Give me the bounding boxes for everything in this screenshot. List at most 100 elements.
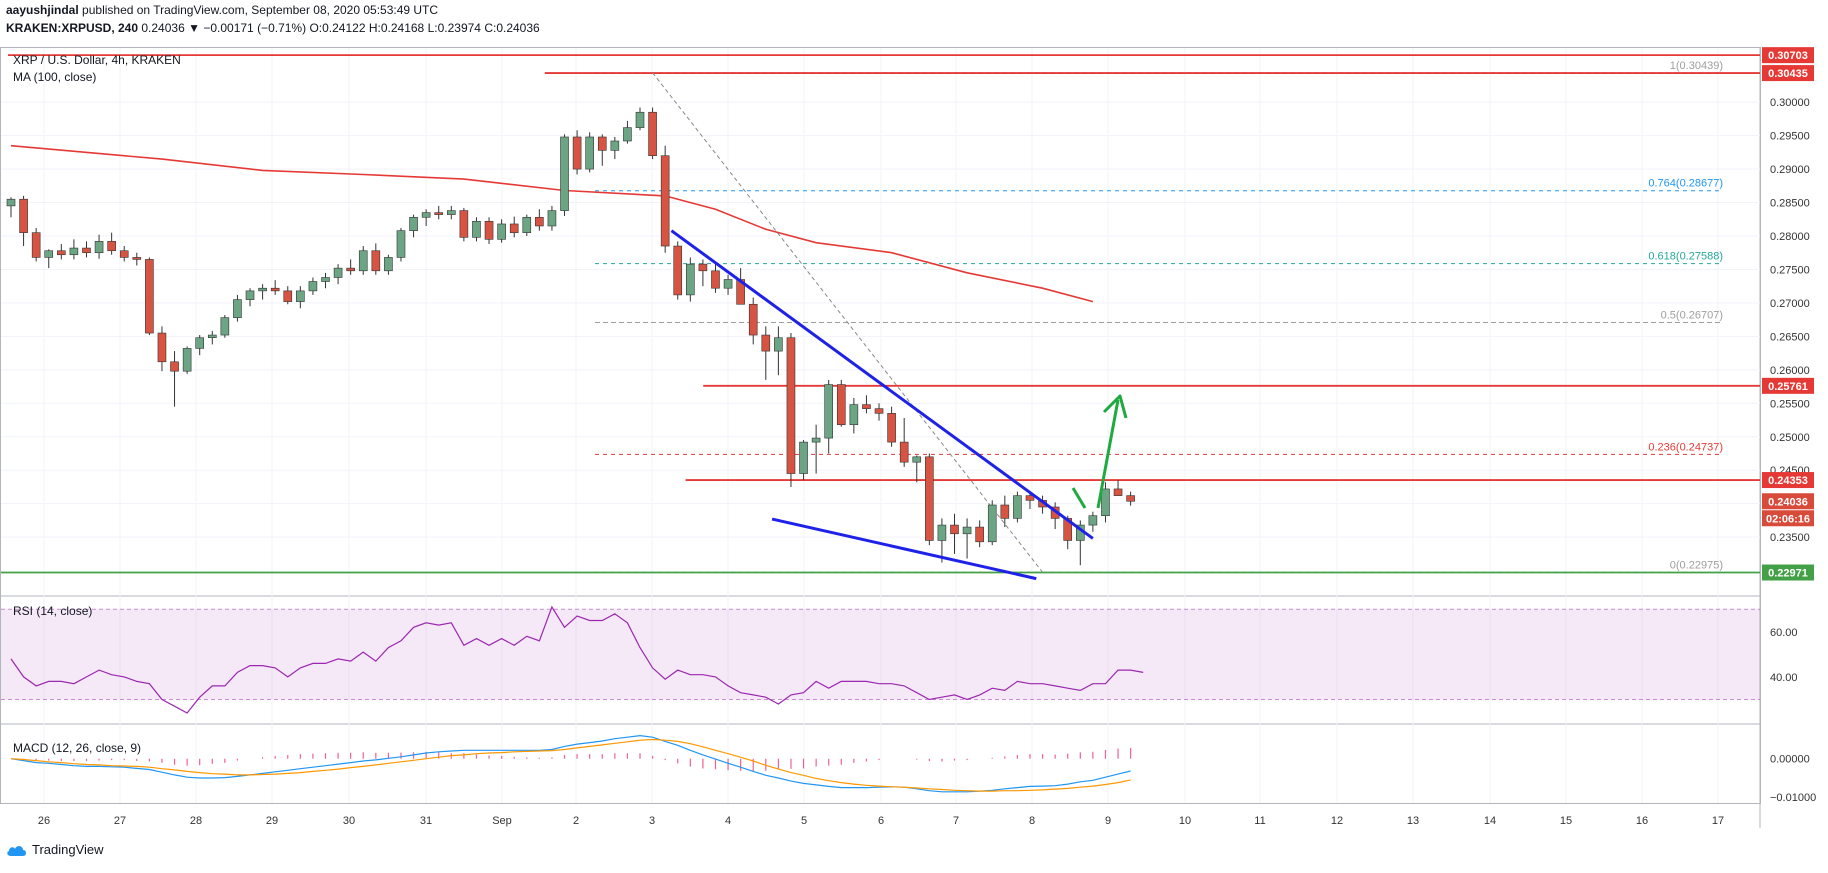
candle-body: [862, 404, 871, 409]
down-arrow-icon: ▼: [188, 21, 200, 35]
price-tag-text: 0.30703: [1768, 50, 1808, 62]
candle-body: [686, 263, 695, 296]
candle-body: [1013, 495, 1022, 519]
candle-body: [57, 250, 66, 256]
candle-body: [937, 524, 947, 541]
fib-level-label: 0.236(0.24737): [1648, 441, 1723, 453]
candle-body: [69, 247, 79, 256]
candle-body: [799, 441, 808, 474]
macd-tick-label: 0.00000: [1770, 754, 1810, 766]
candle-body: [434, 212, 444, 215]
candle-body: [723, 279, 733, 289]
high-label: H:: [368, 21, 381, 35]
candle-body: [371, 250, 381, 272]
y-tick-label: 0.28500: [1770, 198, 1810, 210]
rsi-tick-label: 60.00: [1770, 627, 1798, 639]
candle-body: [987, 504, 997, 543]
candle-body: [1126, 495, 1135, 502]
ma-legend[interactable]: MA (100, close): [13, 70, 97, 84]
candle-body: [157, 332, 167, 363]
publisher-name[interactable]: aayushjindal: [6, 3, 79, 17]
x-tick-label: 30: [343, 815, 355, 827]
candle-body: [220, 317, 230, 336]
candle-body: [484, 220, 494, 240]
candle-body: [635, 111, 645, 128]
x-tick-label: 3: [649, 815, 655, 827]
published-text: published on TradingView.com, September …: [82, 3, 439, 17]
candle-body: [296, 290, 305, 302]
candle-body: [623, 127, 632, 142]
x-tick-label: 9: [1105, 815, 1111, 827]
candle-body: [145, 259, 154, 334]
candle-body: [170, 361, 179, 372]
candle-body: [258, 287, 267, 292]
trendline: [771, 517, 1037, 581]
candle-body: [396, 230, 406, 258]
candle-body: [849, 404, 859, 426]
candle-body: [1088, 515, 1098, 526]
candle-body: [824, 384, 834, 439]
candle-body: [270, 287, 280, 292]
candle-body: [44, 250, 54, 258]
candle-body: [560, 136, 569, 211]
candle-body: [786, 337, 796, 474]
macd-signal-line: [10, 738, 1131, 792]
x-tick-label: 4: [725, 815, 731, 827]
candle-body: [31, 232, 41, 258]
series-legend[interactable]: XRP / U.S. Dollar, 4h, KRAKEN: [13, 53, 181, 67]
fib-level-label: 0.764(0.28677): [1648, 178, 1723, 190]
y-tick-label: 0.26000: [1770, 365, 1810, 377]
candle-body: [308, 281, 318, 292]
y-tick-label: 0.29000: [1770, 164, 1810, 176]
candle-body: [950, 524, 959, 535]
x-tick-label: 15: [1560, 815, 1572, 827]
fib-level-label: 0.618(0.27588): [1648, 251, 1723, 263]
candle-body: [459, 210, 469, 238]
candle-body: [107, 241, 116, 252]
y-tick-label: 0.25000: [1770, 432, 1810, 444]
candle-body: [94, 241, 104, 254]
candle-body: [610, 140, 620, 151]
candle-body: [748, 303, 758, 336]
y-tick-label: 0.28000: [1770, 231, 1810, 243]
x-tick-label: 26: [38, 815, 50, 827]
candle-body: [119, 250, 129, 258]
open-value: 0.24122: [322, 21, 366, 35]
rsi-band: [1, 609, 1760, 700]
tradingview-logo[interactable]: TradingView: [6, 842, 104, 857]
candle-body: [346, 267, 355, 272]
candle-body: [1101, 488, 1110, 517]
x-tick-label: 17: [1712, 815, 1724, 827]
y-tick-label: 0.27000: [1770, 298, 1810, 310]
rsi-legend[interactable]: RSI (14, close): [13, 604, 93, 618]
countdown-text: 02:06:16: [1766, 513, 1810, 525]
x-tick-label: 5: [801, 815, 807, 827]
candle-body: [1025, 495, 1035, 501]
x-tick-label: 6: [878, 815, 884, 827]
x-tick-label: Sep: [492, 815, 512, 827]
candle-body: [811, 437, 821, 443]
price-tag: [1762, 65, 1814, 82]
x-tick-label: 28: [190, 815, 202, 827]
candle-body: [597, 136, 607, 151]
y-tick-label: 0.29500: [1770, 131, 1810, 143]
low-value: 0.23974: [437, 21, 481, 35]
candle-body: [547, 210, 557, 227]
x-tick-label: 12: [1331, 815, 1343, 827]
symbol-code: KRAKEN:XRPUSD, 240: [6, 21, 139, 35]
ma100-line: [10, 144, 1094, 303]
macd-legend[interactable]: MACD (12, 26, close, 9): [13, 741, 142, 755]
candle-body: [497, 223, 506, 240]
current-price-tag: [1762, 493, 1814, 510]
price-tag: [1762, 377, 1814, 394]
candle-body: [648, 111, 657, 157]
candle-body: [132, 257, 142, 260]
x-tick-label: 29: [266, 815, 278, 827]
candle-body: [585, 136, 594, 170]
trendline: [670, 229, 1094, 540]
current-price-text: 0.24036: [1768, 496, 1808, 508]
ticker-line: KRAKEN:XRPUSD, 240 0.24036 ▼ −0.00171 (−…: [6, 21, 540, 35]
candle-body: [887, 413, 896, 443]
